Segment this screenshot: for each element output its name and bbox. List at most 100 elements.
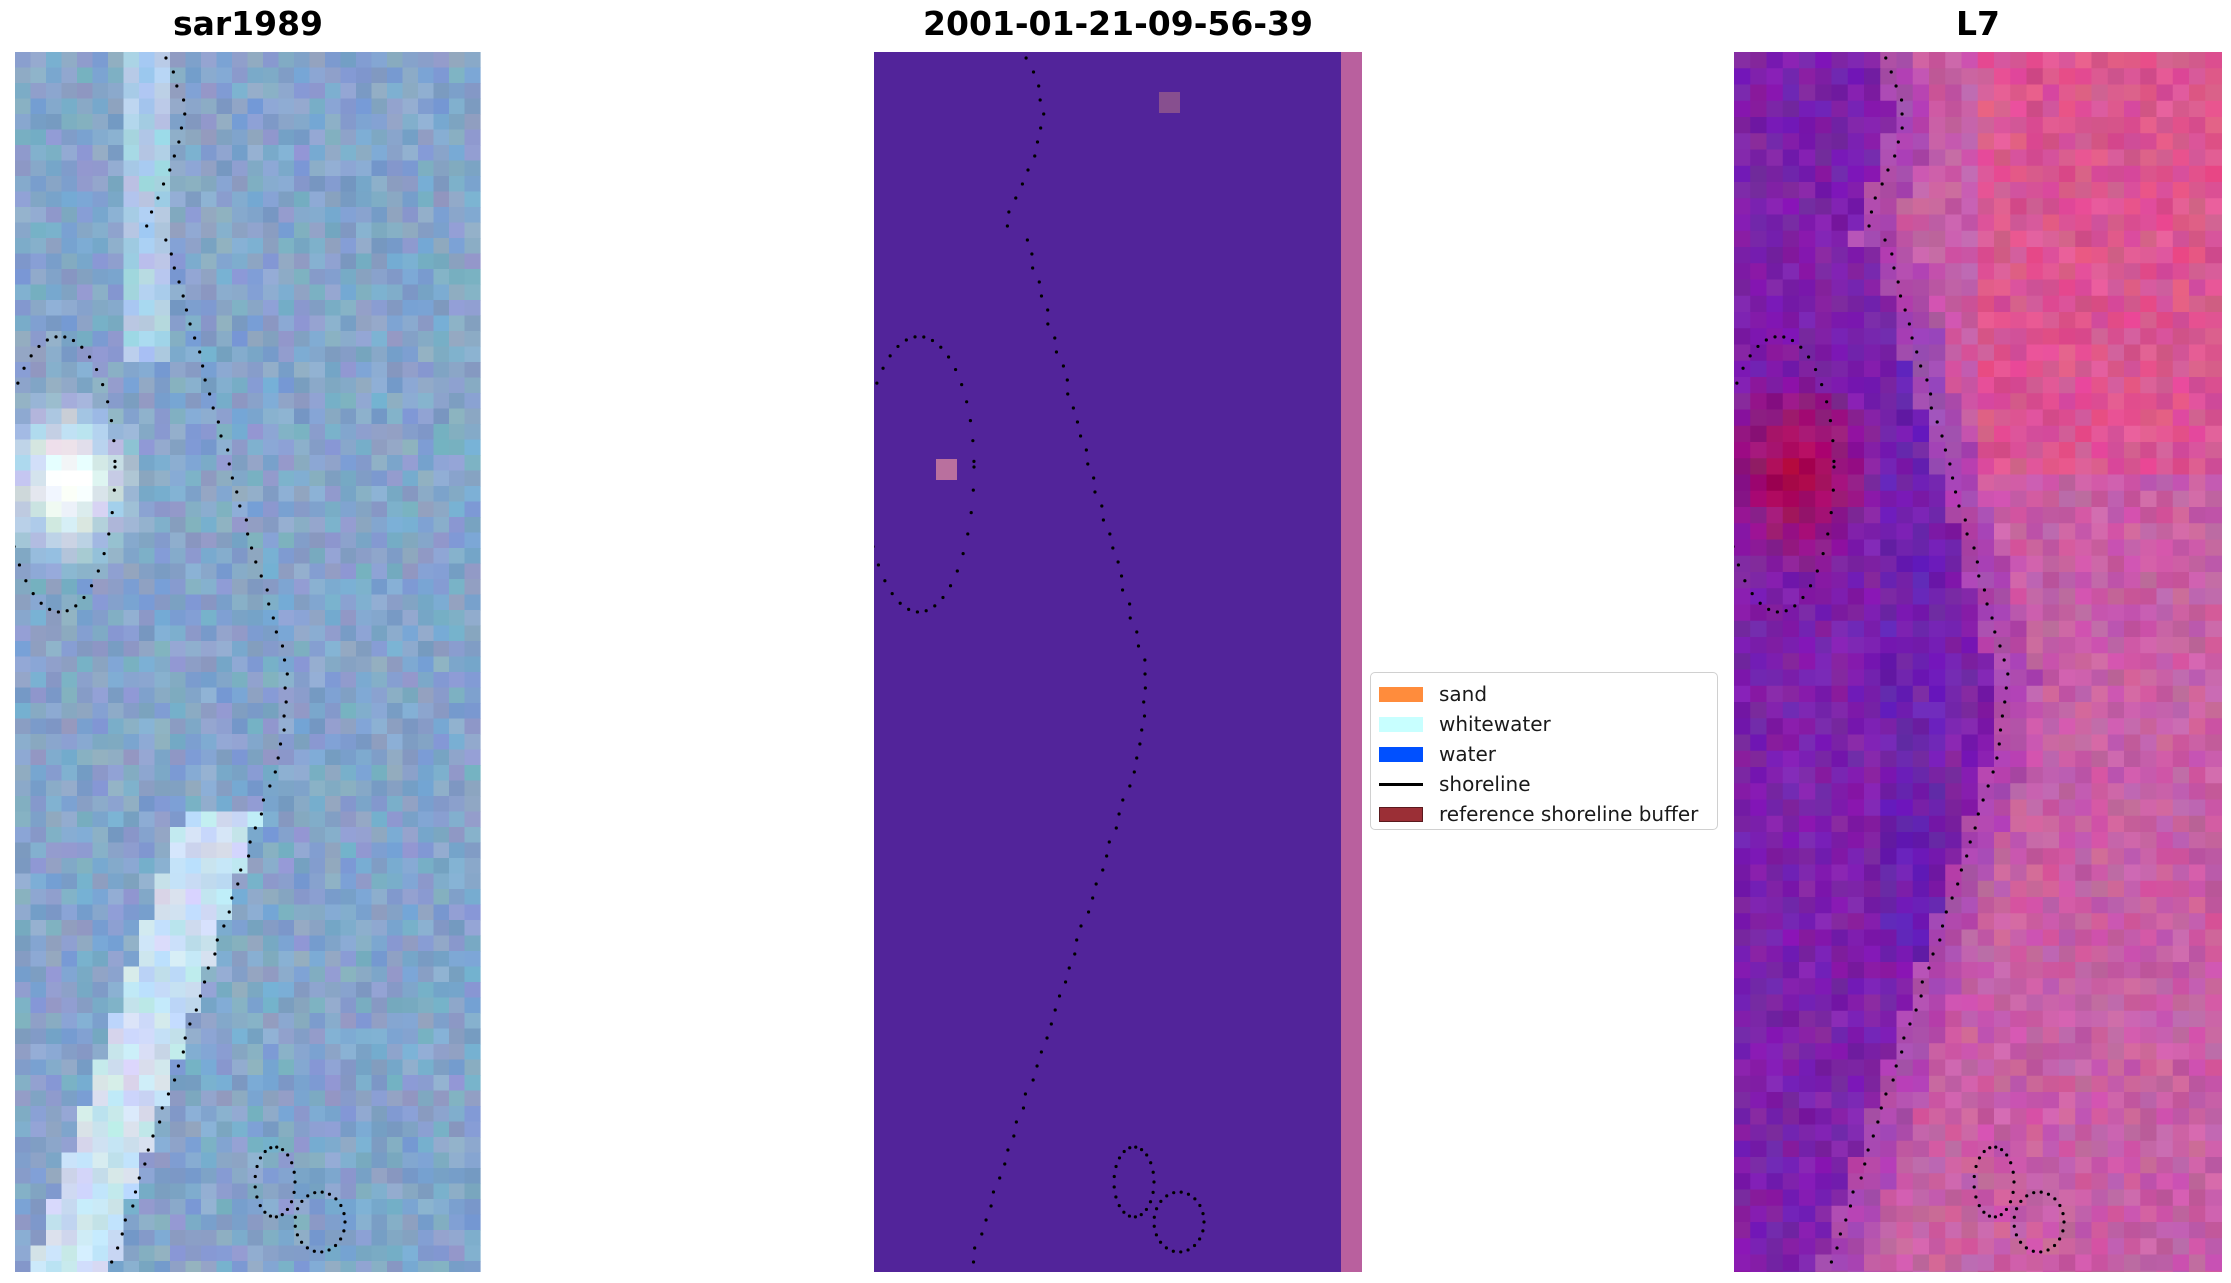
shoreline-point	[888, 354, 892, 358]
shoreline-point	[273, 770, 277, 774]
classification-background	[874, 52, 1341, 1272]
shoreline-point	[63, 335, 67, 339]
shoreline-point	[1999, 1147, 2004, 1152]
shoreline-point	[1873, 196, 1877, 200]
shoreline-point	[1998, 644, 2002, 648]
shoreline-point	[1956, 882, 1960, 886]
shoreline-point	[151, 1134, 155, 1138]
shoreline-point	[31, 592, 35, 596]
shoreline-point	[37, 344, 41, 349]
shoreline-point	[1037, 280, 1041, 284]
rgb-image-panel	[15, 52, 481, 1272]
shoreline-point	[181, 294, 185, 298]
shoreline-point	[261, 798, 266, 802]
shoreline-point	[1985, 602, 1989, 606]
shoreline-point	[1101, 518, 1105, 522]
shoreline-point	[1128, 784, 1132, 788]
shoreline-point	[276, 756, 280, 760]
shoreline-point	[973, 1246, 977, 1250]
shoreline-point	[1991, 770, 1995, 774]
shoreline-point	[292, 1190, 296, 1194]
shoreline-point	[972, 465, 976, 469]
shoreline-point	[1152, 1180, 1156, 1184]
panel-title-rgb: sar1989	[172, 4, 324, 43]
shoreline-point	[948, 584, 953, 588]
panel-title-falsecolor: L7	[1956, 4, 2000, 43]
shoreline-point	[194, 1008, 198, 1012]
legend-label-sand: sand	[1439, 682, 1488, 706]
shoreline-point	[1750, 592, 1754, 596]
shoreline-point	[1764, 338, 1768, 342]
shoreline-point	[1086, 462, 1090, 466]
shoreline-point	[1154, 1207, 1159, 1211]
shoreline-point	[177, 140, 181, 144]
shoreline-point	[282, 658, 287, 662]
shoreline-point	[2058, 1203, 2062, 1208]
shoreline-point	[312, 1249, 316, 1253]
legend-label-shoreline: shoreline	[1439, 772, 1531, 796]
shoreline-point	[1033, 154, 1037, 158]
shoreline-point	[1193, 1197, 1197, 1201]
classified-pixel	[936, 459, 957, 480]
shoreline-point	[230, 476, 234, 480]
shoreline-point	[239, 868, 243, 872]
shoreline-point	[1994, 1145, 1998, 1149]
shoreline-point	[1736, 563, 1741, 567]
shoreline-point	[1086, 910, 1091, 914]
shoreline-point	[1844, 1218, 1848, 1222]
shoreline-point	[230, 896, 234, 900]
shoreline-point	[1139, 1213, 1143, 1217]
shoreline-point	[1743, 579, 1747, 583]
shoreline-point	[915, 610, 919, 614]
shoreline-point	[175, 84, 179, 88]
shoreline-point	[80, 345, 84, 349]
shoreline-point	[2000, 714, 2004, 718]
shoreline-point	[1144, 1207, 1149, 1212]
shoreline-point	[1119, 574, 1124, 578]
shoreline-point	[295, 1207, 300, 1211]
shoreline-point	[1977, 574, 1981, 578]
shoreline-point	[1829, 1260, 1834, 1264]
shoreline-point	[2012, 1180, 2016, 1184]
shoreline-point	[226, 448, 230, 452]
shoreline-point	[1799, 345, 1803, 349]
shoreline-point	[1995, 756, 1999, 760]
shoreline-point	[2009, 1161, 2013, 1165]
shoreline-point	[1886, 168, 1890, 172]
shoreline-point	[280, 1147, 285, 1152]
shoreline-point	[971, 1260, 976, 1264]
shoreline-point	[1820, 383, 1824, 387]
shoreline-point	[285, 672, 289, 676]
shoreline-point	[1883, 238, 1887, 242]
shoreline-point	[274, 1215, 279, 1219]
shoreline-point	[1767, 607, 1771, 612]
shoreline-point	[248, 840, 252, 844]
shoreline-point	[971, 439, 975, 443]
shoreline-point	[1128, 602, 1132, 606]
shoreline-point	[1151, 1190, 1155, 1194]
shoreline-point	[1145, 1153, 1149, 1157]
shoreline-point	[1116, 560, 1120, 564]
shoreline-point	[1851, 1190, 1855, 1194]
shoreline-point	[1053, 1008, 1057, 1012]
shoreline-point	[1025, 238, 1029, 242]
shoreline-point	[1891, 1078, 1895, 1082]
shoreline-point	[107, 532, 111, 536]
shoreline-point	[1908, 1022, 1912, 1026]
shoreline-point	[1120, 588, 1125, 592]
shoreline-point	[1832, 459, 1836, 463]
shoreline-point	[1876, 1120, 1880, 1124]
legend-item-sand: sand	[1379, 679, 1709, 709]
shoreline-point	[137, 1176, 141, 1180]
shoreline-point	[1748, 354, 1752, 358]
shoreline-point	[216, 420, 220, 424]
shoreline-point	[989, 1204, 993, 1208]
shoreline-point	[1142, 700, 1146, 704]
shoreline-point	[1135, 630, 1139, 634]
shoreline-point	[1135, 756, 1139, 760]
shoreline-point	[198, 994, 203, 998]
shoreline-point	[1179, 1190, 1183, 1194]
shoreline-point	[1198, 1203, 1202, 1208]
shoreline-point	[246, 854, 251, 858]
shoreline-point	[2006, 672, 2010, 676]
